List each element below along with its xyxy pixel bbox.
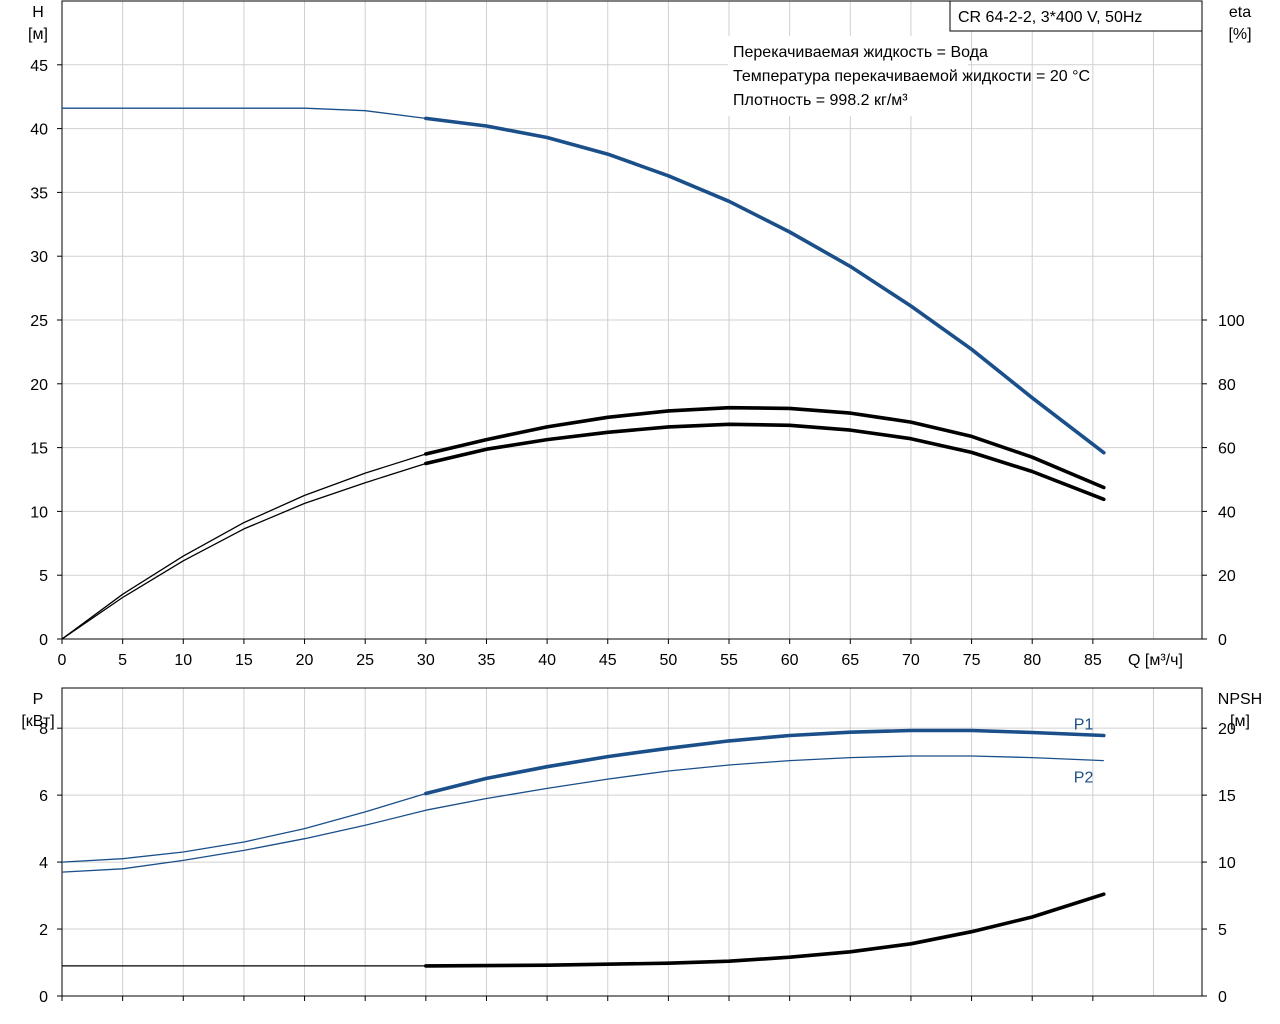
top-series-operating-range — [423, 116, 1106, 455]
top-y-left-title: H — [32, 4, 44, 21]
top-y-left-tick-label: 25 — [30, 313, 48, 330]
x-tick-label: 80 — [1023, 652, 1041, 669]
bottom-y-right-tick-label: 15 — [1218, 788, 1236, 805]
bottom-y-right-tick-label: 0 — [1218, 989, 1227, 1006]
bottom-y-right-tick-label: 20 — [1218, 721, 1236, 738]
bottom-series-operating-range — [423, 892, 1106, 968]
bottom-series-operating-range — [423, 728, 1106, 796]
x-tick-label: 15 — [235, 652, 253, 669]
top-y-left-tick-label: 15 — [30, 441, 48, 458]
top-y-left-tick-label: 30 — [30, 249, 48, 266]
top-y-left-tick-label: 0 — [39, 632, 48, 649]
bottom-y-right-title: NPSH — [1218, 691, 1262, 708]
x-tick-label: 85 — [1084, 652, 1102, 669]
top-y-right-title: eta — [1229, 4, 1251, 21]
top-series-operating-range — [423, 405, 1106, 490]
top-y-right-tick-label: 100 — [1218, 313, 1245, 330]
power-npsh-panel: 0 2 4 6 8 0 5 10 15 20 P [кВт] NPSH [м] P1 P2 — [21, 687, 1262, 1006]
bottom-series-line — [61, 729, 1104, 863]
bottom-y-left-tick-label: 0 — [39, 989, 48, 1006]
x-tick-label: 20 — [296, 652, 314, 669]
x-tick-label: 25 — [356, 652, 374, 669]
x-tick-label: 75 — [963, 652, 981, 669]
x-tick-label: 60 — [781, 652, 799, 669]
bottom-y-left-unit: [кВт] — [21, 713, 54, 730]
x-tick-label: 10 — [174, 652, 192, 669]
bottom-y-right-tick-label: 10 — [1218, 855, 1236, 872]
top-y-left-tick-label: 40 — [30, 122, 48, 139]
top-series-operating-range — [423, 422, 1106, 502]
x-tick-label: 50 — [659, 652, 677, 669]
top-y-left-tick-label: 20 — [30, 377, 48, 394]
bottom-y-left-title: P — [33, 691, 44, 708]
top-y-right-tick-label: 80 — [1218, 377, 1236, 394]
bottom-y-right-unit: [м] — [1230, 713, 1250, 730]
x-tick-label: 35 — [478, 652, 496, 669]
bottom-y-left-tick-label: 4 — [39, 855, 48, 872]
x-tick-label: 5 — [118, 652, 127, 669]
head-efficiency-panel: 0 5 10 15 20 25 30 35 40 45 50 55 60 65 70 75 80 85 0 5 10 15… — [28, 0, 1252, 669]
top-y-left-unit: [м] — [28, 26, 48, 43]
chart-title: CR 64-2-2, 3*400 V, 50Hz — [958, 9, 1142, 26]
series-label-p2: P2 — [1074, 770, 1094, 787]
series-label-p1: P1 — [1074, 717, 1094, 734]
top-y-right-tick-label: 60 — [1218, 441, 1236, 458]
bottom-y-left-tick-label: 8 — [39, 721, 48, 738]
bottom-series-line — [61, 755, 1104, 873]
x-tick-label: 40 — [538, 652, 556, 669]
top-y-right-tick-label: 20 — [1218, 568, 1236, 585]
bottom-y-left-tick-label: 6 — [39, 788, 48, 805]
title-box — [949, 0, 1203, 32]
x-tick-label: 30 — [417, 652, 435, 669]
bottom-plot-frame — [61, 687, 1203, 997]
top-series-line — [61, 423, 1105, 640]
top-y-right-tick-label: 0 — [1218, 632, 1227, 649]
annotation-line: Плотность = 998.2 кг/м³ — [733, 92, 908, 109]
x-tick-label: 65 — [841, 652, 859, 669]
x-tick-label: 55 — [720, 652, 738, 669]
bottom-series-line — [62, 893, 1104, 967]
top-y-left-tick-label: 45 — [30, 58, 48, 75]
annotation-line: Температура перекачиваемой жидкости = 20… — [733, 68, 1090, 85]
top-series-line — [61, 407, 1105, 640]
annotation-bg — [728, 36, 968, 116]
bottom-y-right-tick-label: 5 — [1218, 922, 1227, 939]
top-y-right-unit: [%] — [1228, 26, 1251, 43]
top-series-line — [62, 107, 1105, 454]
annotation-line: Перекачиваемая жидкость = Вода — [733, 44, 988, 61]
top-y-right-tick-label: 40 — [1218, 504, 1236, 521]
top-y-left-tick-label: 10 — [30, 504, 48, 521]
x-tick-label: 45 — [599, 652, 617, 669]
top-y-left-tick-label: 5 — [39, 568, 48, 585]
top-y-left-tick-label: 35 — [30, 185, 48, 202]
bottom-y-left-tick-label: 2 — [39, 922, 48, 939]
x-tick-label: 0 — [58, 652, 67, 669]
x-tick-label: 70 — [902, 652, 920, 669]
x-axis-title: Q [м³/ч] — [1128, 652, 1183, 669]
